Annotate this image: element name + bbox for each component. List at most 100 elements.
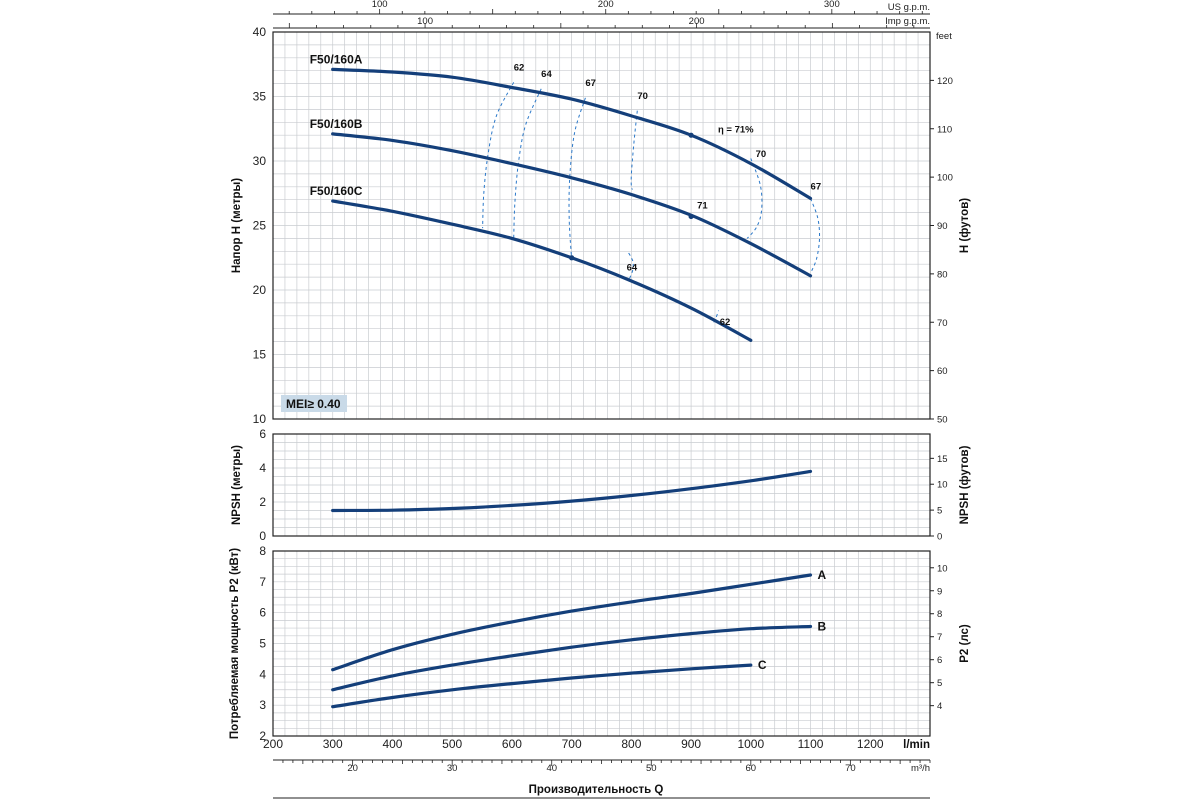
right-tick-label: 6 xyxy=(937,655,942,666)
y-axis-title-power-right: P2 (лс) xyxy=(959,624,971,663)
right-tick-label: 4 xyxy=(937,701,942,712)
right-tick-label: 90 xyxy=(937,221,948,232)
x-tick-label: 900 xyxy=(681,737,701,751)
grid-npsh xyxy=(272,433,931,537)
right-tick-label: 10 xyxy=(937,563,948,574)
y-tick-label: 4 xyxy=(259,461,266,475)
y-axis-title-head: Напор H (метры) xyxy=(231,178,243,273)
plot-frame-power xyxy=(272,550,931,737)
x-tick-label: 1200 xyxy=(857,737,884,751)
efficiency-label: 70 xyxy=(756,149,767,160)
right-tick-label: 7 xyxy=(937,632,942,643)
m3h-unit: m³/h xyxy=(911,763,930,774)
y-tick-label: 20 xyxy=(253,283,267,297)
efficiency-label: 71 xyxy=(697,201,708,212)
right-tick-label: 15 xyxy=(937,454,948,465)
right-tick-label: 80 xyxy=(937,269,948,280)
m3h-tick-label: 70 xyxy=(845,763,856,774)
series-label: F50/160A xyxy=(310,52,363,66)
x-tick-label: 300 xyxy=(323,737,343,751)
m3h-tick-label: 30 xyxy=(447,763,458,774)
x-axis-title: Производительность Q xyxy=(529,784,664,796)
x-tick-label: 800 xyxy=(621,737,641,751)
x-tick-label: 200 xyxy=(263,737,283,751)
power-curve-b xyxy=(331,624,813,692)
x-tick-label: 500 xyxy=(442,737,462,751)
y-tick-label: 6 xyxy=(259,606,266,620)
x-tick-label: 1000 xyxy=(737,737,764,751)
power-curve-c xyxy=(331,663,753,709)
npsh-curve xyxy=(331,469,813,513)
y-tick-label: 3 xyxy=(259,698,266,712)
y-tick-label: 4 xyxy=(259,667,266,681)
efficiency-label: 62 xyxy=(720,317,731,328)
x-tick-label: 400 xyxy=(382,737,402,751)
x-tick-label: 700 xyxy=(562,737,582,751)
m3h-tick-label: 50 xyxy=(646,763,657,774)
efficiency-label: 70 xyxy=(637,91,648,102)
y-axis-title-power: Потребляемая мощность P2 (кВт) xyxy=(229,548,241,739)
y-tick-label: 2 xyxy=(259,495,266,509)
top-imp-tick-label: 200 xyxy=(689,16,705,27)
y-tick-label: 10 xyxy=(253,412,267,426)
m3h-tick-label: 20 xyxy=(347,763,358,774)
x-unit-main: l/min xyxy=(903,739,930,751)
efficiency-label: 67 xyxy=(585,78,596,89)
y-tick-label: 6 xyxy=(259,427,266,441)
top-imp-tick-label: 100 xyxy=(417,16,433,27)
right-tick-label: 9 xyxy=(937,586,942,597)
efficiency-iso-line xyxy=(746,158,763,239)
plot-frame-npsh xyxy=(272,433,931,537)
right-tick-label: 50 xyxy=(937,415,948,426)
y-axis-title-npsh-right: NPSH (футов) xyxy=(959,445,971,524)
y-axis-title-head-right: H (футов) xyxy=(959,198,971,253)
efficiency-label: 64 xyxy=(541,69,552,80)
right-tick-label: 10 xyxy=(937,480,948,491)
mei-badge-text: MEI≥ 0.40 xyxy=(286,397,341,411)
right-tick-label: 110 xyxy=(937,124,952,135)
head-curve-f50160b xyxy=(331,132,813,278)
y-tick-label: 35 xyxy=(253,90,267,104)
efficiency-iso-line xyxy=(482,82,515,229)
y-tick-label: 5 xyxy=(259,637,266,651)
y-tick-label: 15 xyxy=(253,348,267,362)
efficiency-iso-line xyxy=(513,88,542,239)
mei-badge xyxy=(281,395,347,412)
y-tick-label: 25 xyxy=(253,219,267,233)
top-us-tick-label: 200 xyxy=(598,0,614,10)
efficiency-iso-line xyxy=(810,198,821,274)
top-us-tick-label: 300 xyxy=(824,0,840,10)
m3h-tick-label: 40 xyxy=(546,763,557,774)
series-label: F50/160B xyxy=(310,117,363,131)
y-tick-label: 2 xyxy=(259,729,266,743)
y-axis-title-npsh: NPSH (метры) xyxy=(231,445,243,525)
head-curve-f50160c xyxy=(331,199,753,342)
top-us-unit: US g.p.m. xyxy=(888,2,930,13)
y-tick-label: 7 xyxy=(259,575,266,589)
top-imp-unit: Imp g.p.m. xyxy=(885,16,930,27)
efficiency-point-marker xyxy=(688,213,694,220)
right-tick-label: 100 xyxy=(937,173,953,184)
y-tick-label: 30 xyxy=(253,154,267,168)
grid-head xyxy=(272,31,931,420)
right-tick-label: 70 xyxy=(937,318,948,329)
right-tick-label: 5 xyxy=(937,506,942,517)
efficiency-label: η = 71% xyxy=(718,125,754,136)
power-series-label: C xyxy=(758,658,767,672)
head-curve-f50160a xyxy=(331,67,813,200)
efficiency-label: 67 xyxy=(811,181,822,192)
power-curve-a xyxy=(331,573,813,672)
efficiency-point-marker xyxy=(688,132,694,138)
y-tick-label: 40 xyxy=(253,25,267,39)
x-tick-label: 1100 xyxy=(798,737,824,751)
right-unit-feet: feet xyxy=(936,31,952,42)
efficiency-label: 62 xyxy=(514,63,525,74)
efficiency-label: 64 xyxy=(627,263,638,274)
right-tick-label: 0 xyxy=(937,532,942,543)
right-tick-label: 5 xyxy=(937,678,942,689)
right-tick-label: 120 xyxy=(937,76,953,87)
power-series-label: B xyxy=(818,620,827,634)
efficiency-point-marker xyxy=(569,255,575,261)
x-tick-label: 600 xyxy=(502,737,522,751)
